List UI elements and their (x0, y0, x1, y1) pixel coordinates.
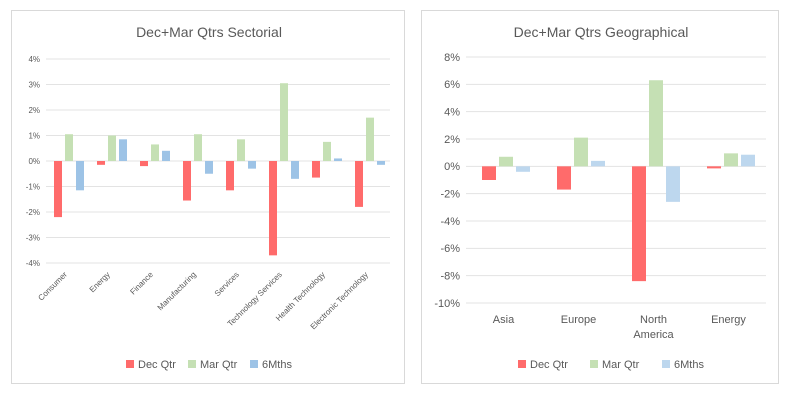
y-tick-label: 4% (444, 107, 460, 119)
geographical-chart: Dec+Mar Qtrs Geographical 8% 6% 4% 2% 0% -2% -… (434, 24, 766, 371)
x-tick-label: Finance (128, 270, 155, 297)
legend-swatch (662, 360, 670, 368)
legend-label: 6Mths (262, 359, 292, 371)
legend-label: Dec Qtr (138, 359, 176, 371)
legend-swatch (590, 360, 598, 368)
chart-title: Dec+Mar Qtrs Sectorial (136, 24, 282, 40)
bar-6mths (377, 161, 385, 165)
y-tick-label: 6% (444, 79, 460, 91)
y-tick-label: -1% (26, 182, 40, 191)
y-tick-label: 1% (28, 131, 40, 140)
bar-mar-qtr (366, 117, 374, 161)
sectorial-chart: Dec+Mar Qtrs Sectorial 4% 3% 2% 1% 0% -1% -2% -… (26, 24, 390, 371)
bar-dec-qtr (355, 161, 363, 207)
y-tick-label: 2% (28, 106, 40, 115)
bar-mar-qtr (194, 134, 202, 161)
bar-mar-qtr (65, 134, 73, 161)
bar-mar-qtr (108, 135, 116, 161)
chart-title: Dec+Mar Qtrs Geographical (514, 24, 689, 40)
y-tick-label: 4% (28, 55, 40, 64)
y-tick-label: -2% (440, 189, 460, 201)
legend-swatch (518, 360, 526, 368)
bar-dec-qtr (707, 166, 721, 169)
y-tick-label: 3% (28, 80, 40, 89)
legend-label: 6Mths (674, 359, 704, 371)
bar-dec-qtr (54, 161, 62, 218)
y-tick-label: -2% (26, 208, 40, 217)
x-tick-label: America (633, 329, 674, 341)
y-tick-label: -8% (440, 271, 460, 283)
legend-label: Mar Qtr (200, 359, 238, 371)
bar-6mths (291, 161, 299, 179)
bar-mar-qtr (323, 141, 331, 161)
bar-mar-qtr (499, 156, 513, 167)
bar-6mths (334, 158, 342, 161)
y-tick-label: 8% (444, 52, 460, 64)
bar-mar-qtr (649, 80, 663, 167)
legend-swatch (188, 360, 196, 368)
x-tick-label: Services (213, 270, 241, 298)
y-tick-label: 2% (444, 134, 460, 146)
bar-6mths (248, 161, 256, 169)
y-tick-label: -10% (434, 298, 460, 310)
bar-dec-qtr (226, 161, 234, 191)
x-tick-label: North (640, 314, 667, 326)
geographical-chart-panel: Dec+Mar Qtrs Geographical 8% 6% 4% 2% 0% -2% -… (421, 10, 779, 384)
y-tick-label: -4% (440, 216, 460, 228)
bar-dec-qtr (632, 166, 646, 282)
legend-swatch (250, 360, 258, 368)
x-tick-label: Energy (88, 270, 112, 294)
y-tick-label: -6% (440, 243, 460, 255)
bar-mar-qtr (724, 153, 738, 167)
sectorial-chart-panel: Dec+Mar Qtrs Sectorial 4% 3% 2% 1% 0% -1% -2% -… (11, 10, 405, 384)
bar-dec-qtr (557, 166, 571, 190)
x-tick-label: Manufacturing (156, 270, 198, 312)
bar-dec-qtr (269, 161, 277, 256)
x-tick-label: Asia (493, 314, 515, 326)
bar-6mths (205, 161, 213, 174)
bar-dec-qtr (482, 166, 496, 180)
bar-6mths (741, 154, 755, 167)
bar-dec-qtr (97, 161, 105, 165)
x-tick-label: Europe (561, 314, 596, 326)
y-tick-label: 0% (28, 157, 40, 166)
bar-mar-qtr (151, 144, 159, 161)
bar-dec-qtr (312, 161, 320, 178)
bar-mar-qtr (280, 83, 288, 161)
bar-6mths (516, 166, 530, 172)
bar-6mths (162, 150, 170, 161)
bar-6mths (76, 161, 84, 191)
bar-mar-qtr (574, 137, 588, 167)
y-tick-label: -3% (26, 233, 40, 242)
x-tick-label: Consumer (36, 270, 69, 303)
legend-label: Dec Qtr (530, 359, 568, 371)
bar-6mths (666, 166, 680, 202)
x-tick-label: Energy (711, 314, 746, 326)
legend-swatch (126, 360, 134, 368)
bar-dec-qtr (140, 161, 148, 167)
bar-6mths (119, 139, 127, 161)
y-tick-label: -4% (26, 259, 40, 268)
bar-mar-qtr (237, 139, 245, 161)
bar-dec-qtr (183, 161, 191, 201)
bar-6mths (591, 160, 605, 167)
y-tick-label: 0% (444, 161, 460, 173)
legend-label: Mar Qtr (602, 359, 640, 371)
